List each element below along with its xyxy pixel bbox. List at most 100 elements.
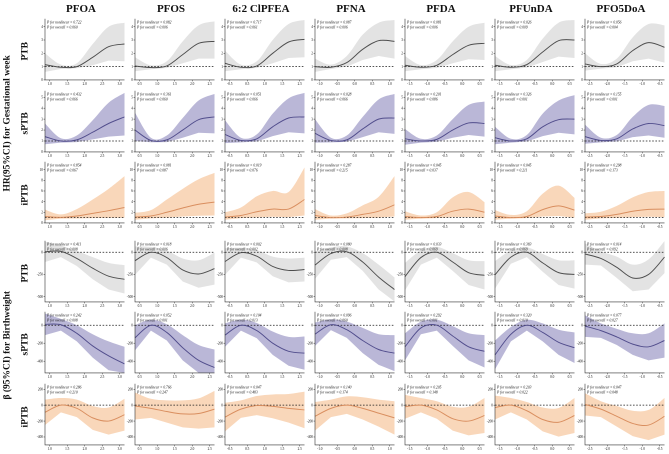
subplot-pfna-sptb-beta: 0 -200 -400 -1.0 -0.5 0.0 0.5 1.0 P for nonlinea… — [306, 309, 396, 381]
x-tick-label: 1.5 — [65, 225, 69, 229]
y-tick-label: 8 — [311, 178, 313, 182]
subplot-canvas-pfos-iptb-hr: 0 2 4 6 8 10 0.5 1.0 1.5 2.0 2.5 P for nonlinear = … — [130, 161, 215, 229]
subplot-pfunda-iptb-hr: 0 2 4 6 8 10 -1.5 -1.0 -0.5 0.0 0.5 P for nonlinear… — [486, 159, 576, 231]
x-tick-label: -2.5 — [587, 153, 593, 157]
axis-lines — [134, 383, 215, 445]
axis-lines — [314, 383, 395, 445]
y-tick-label: 1 — [221, 65, 223, 69]
x-tick-label: -1.5 — [407, 153, 413, 157]
p-nonlinear-annotation: P for nonlinear = 0.033 — [406, 242, 442, 246]
p-overall-annotation: P for overall = 0.006 — [136, 26, 168, 30]
p-overall-annotation: P for overall = 0.066 — [46, 97, 78, 101]
y-tick-label: -400 — [217, 435, 223, 439]
y-tick-label: -500 — [217, 294, 223, 298]
x-tick-label: 0.0 — [353, 303, 357, 307]
y-tick-label: 200 — [308, 387, 313, 391]
x-tick-label: 2.0 — [190, 82, 194, 86]
x-tick-label: -2.0 — [605, 446, 611, 450]
subplot-canvas-pfoa-iptb-hr: 0 2 4 6 8 10 1.0 1.5 2.0 2.5 3.0 P for nonlinear = … — [40, 161, 125, 229]
subplot-canvas-pfo5doa-iptb-beta: 200 0 -200 -400 -2.5 -2.0 -1.5 -1.0 -0.5 P for no… — [577, 383, 665, 450]
p-overall-annotation: P for overall = 0.069 — [406, 247, 438, 251]
x-tick-label: 1.0 — [48, 153, 52, 157]
x-tick-label: 0.0 — [550, 153, 554, 157]
y-tick-label: 4 — [581, 200, 583, 204]
p-overall-annotation: P for overall = 0.148 — [406, 390, 438, 394]
p-nonlinear-annotation: P for nonlinear = 0.326 — [496, 92, 532, 96]
spline-curve — [44, 249, 125, 280]
y-tick-label: 1 — [491, 65, 493, 69]
x-tick-label: 0.5 — [245, 375, 249, 379]
x-tick-label: 2.0 — [83, 82, 87, 86]
x-tick-label: 1.0 — [155, 153, 159, 157]
x-tick-label: -2.0 — [605, 375, 611, 379]
x-tick-label: 2.0 — [83, 153, 87, 157]
x-tick-label: 1.0 — [155, 225, 159, 229]
x-tick-label: 1.5 — [65, 446, 69, 450]
ci-band — [135, 93, 215, 142]
y-tick-label: 2 — [581, 51, 583, 55]
ci-band — [405, 191, 485, 220]
subplot-6-2-clpfea-iptb-hr: 0 2 4 6 8 10 -0.5 0.5 1.0 1.5 2.5 P for nonlinear =… — [216, 159, 306, 231]
x-tick-label: 1.0 — [388, 153, 392, 157]
x-tick-label: -0.5 — [657, 225, 663, 229]
y-tick-label: 0 — [131, 323, 133, 327]
ci-band — [585, 190, 665, 220]
p-overall-annotation: P for overall = 0.002 — [226, 247, 258, 251]
y-tick-label: 2 — [311, 51, 313, 55]
y-tick-label: 1 — [221, 139, 223, 143]
spline-curve — [314, 204, 395, 219]
ci-band — [585, 392, 665, 440]
x-tick-label: 0.5 — [370, 225, 374, 229]
y-tick-label: 4 — [401, 25, 403, 29]
subplot-pfda-sptb-beta: 0 -200 -400 -1.5 -1.0 -0.5 0.0 0.5 P for nonline… — [396, 309, 486, 381]
x-tick-label: -0.5 — [227, 375, 233, 379]
y-tick-label: 4 — [221, 200, 223, 204]
x-tick-label: -1.0 — [515, 153, 521, 157]
x-tick-label: 3.0 — [118, 82, 122, 86]
p-nonlinear-annotation: P for nonlinear = 0.287 — [316, 164, 352, 168]
p-overall-annotation: P for overall = 0.006 — [406, 26, 438, 30]
y-tick-label: 10 — [580, 168, 584, 172]
y-tick-label: 4 — [401, 106, 403, 110]
subplot-canvas-pfos-ptb-beta: 0 -250 -500 0.5 1.0 1.5 2.0 2.5 P for nonlinear … — [127, 240, 215, 307]
ci-band — [315, 395, 395, 435]
y-tick-label: 200 — [488, 387, 493, 391]
x-tick-label: 2.5 — [100, 446, 104, 450]
spline-curve — [224, 324, 305, 354]
x-tick-label: 0.5 — [568, 446, 572, 450]
subplot-pfo5doa-sptb-hr: 0 1 2 3 4 5 -2.5 -2.0 -1.5 -1.0 -0.5 P for nonlinea… — [576, 88, 666, 160]
x-tick-label: 0.5 — [568, 375, 572, 379]
x-tick-label: 0.5 — [138, 225, 142, 229]
axis-lines — [44, 383, 125, 445]
y-tick-label: 6 — [131, 189, 133, 193]
y-tick-label: 2 — [41, 51, 43, 55]
y-tick-label: 0 — [311, 403, 313, 407]
y-tick-label: 1 — [311, 65, 313, 69]
x-tick-label: 0.0 — [353, 375, 357, 379]
x-tick-label: -0.5 — [657, 375, 663, 379]
y-tick-label: 3 — [131, 117, 133, 121]
spline-curve — [134, 404, 215, 415]
subplot-canvas-pfna-sptb-hr: 0 1 2 3 4 5 -1.0 -0.5 0.0 0.5 1.0 P for nonlinear =… — [311, 90, 395, 157]
y-tick-label: 0 — [221, 149, 223, 153]
spline-curve — [224, 404, 305, 418]
subplot-pfna-ptb-hr: 0 1 2 3 4 -1.0 -0.5 0.0 0.5 1.0 P for nonlinear = … — [306, 16, 396, 88]
y-tick-label: 3 — [401, 117, 403, 121]
y-tick-label: 8 — [41, 178, 43, 182]
y-tick-label: 0 — [41, 323, 43, 327]
subplot-canvas-pfo5doa-ptb-hr: 0 1 2 3 4 -2.5 -2.0 -1.5 -1.0 -0.5 P for nonlinear… — [581, 18, 665, 86]
y-tick-label: 0 — [401, 250, 403, 254]
x-tick-label: 1.5 — [280, 303, 284, 307]
x-tick-label: 1.0 — [388, 82, 392, 86]
x-tick-label: 0.5 — [568, 225, 572, 229]
ci-band — [495, 246, 575, 289]
x-tick-label: 1.0 — [263, 303, 267, 307]
x-tick-label: -1.0 — [425, 375, 431, 379]
ci-band — [495, 395, 575, 437]
p-overall-annotation: P for overall = 0.001 — [136, 319, 168, 323]
x-tick-label: 3.0 — [118, 375, 122, 379]
x-tick-label: -1.5 — [497, 82, 503, 86]
x-tick-label: 1.0 — [155, 375, 159, 379]
subplot-canvas-pfo5doa-sptb-beta: 0 -200 -400 -2.5 -2.0 -1.5 -1.0 -0.5 P for nonli… — [577, 311, 665, 379]
axis-lines — [224, 311, 305, 374]
